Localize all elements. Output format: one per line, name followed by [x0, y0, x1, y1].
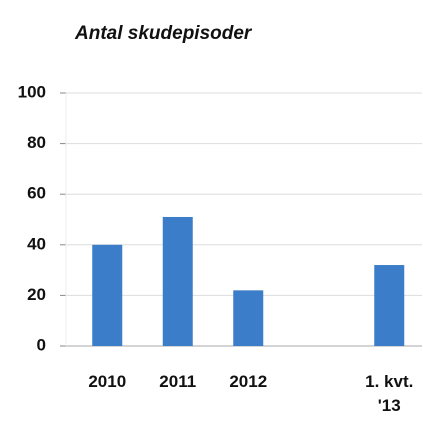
x-tick-label: 2010: [88, 372, 127, 391]
x-tick-label: 1. kvt. '13: [365, 372, 414, 415]
chart-title: Antal skudepisoder: [74, 23, 253, 44]
bar: [233, 290, 264, 346]
y-tick-label: 100: [18, 82, 46, 101]
x-tick-label: 2012: [229, 372, 268, 391]
bar: [92, 244, 123, 346]
x-tick-label: 2011: [159, 372, 197, 391]
y-tick-label: 80: [27, 133, 46, 152]
y-tick-label: 60: [27, 184, 46, 203]
y-tick-label: 40: [27, 234, 46, 253]
y-tick-label: 0: [37, 335, 46, 354]
bar: [162, 216, 193, 346]
y-tick-label: 20: [27, 285, 46, 304]
bar: [374, 265, 405, 346]
